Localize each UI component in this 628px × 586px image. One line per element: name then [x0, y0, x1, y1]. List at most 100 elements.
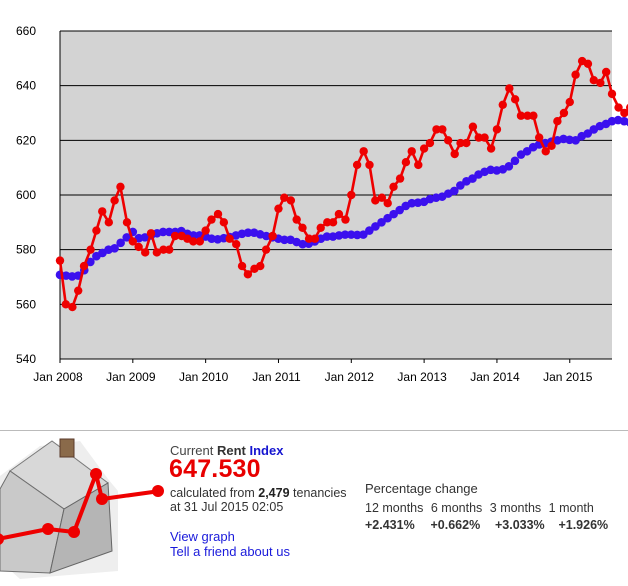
- monthly-series-point: [274, 204, 283, 213]
- monthly-series-point: [134, 242, 143, 252]
- monthly-series-point: [68, 302, 77, 312]
- index-series-point: [280, 235, 289, 245]
- index-series-point: [625, 118, 628, 127]
- monthly-series-point: [261, 245, 271, 254]
- percentage-change-title: Percentage change: [365, 481, 478, 496]
- value-1-month: +1.926%: [558, 518, 609, 532]
- monthly-series-point: [425, 138, 435, 148]
- monthly-series-point: [286, 196, 296, 205]
- monthly-series-point: [292, 215, 301, 224]
- monthly-series-point: [146, 229, 156, 238]
- value-3-months: +3.033%: [494, 518, 545, 532]
- monthly-series-point: [55, 256, 65, 265]
- monthly-series-point: [207, 215, 216, 224]
- y-tick-label: 600: [16, 188, 36, 202]
- monthly-series-point: [419, 144, 429, 153]
- monthly-series-point: [383, 199, 392, 208]
- monthly-series-point: [414, 160, 423, 170]
- monthly-series-point: [92, 226, 101, 235]
- monthly-series-point: [225, 234, 234, 243]
- label-prefix: Current: [170, 443, 214, 458]
- monthly-series-point: [195, 237, 205, 246]
- index-series-point: [619, 116, 628, 126]
- index-series-point: [522, 146, 532, 156]
- monthly-series-point: [614, 103, 623, 112]
- y-tick-label: 580: [16, 243, 36, 257]
- value-12-months: +2.431%: [365, 518, 415, 532]
- monthly-series-point: [316, 223, 325, 232]
- monthly-series-point: [280, 193, 289, 202]
- index-series-point: [359, 230, 368, 239]
- monthly-series-point: [74, 286, 83, 295]
- index-series-point: [504, 162, 514, 171]
- monthly-series-point: [323, 218, 332, 227]
- index-series-point: [158, 227, 168, 237]
- x-tick-label: Jan 2011: [252, 370, 301, 384]
- x-tick-label: Jan 2009: [106, 370, 156, 384]
- monthly-series-point: [401, 158, 411, 167]
- x-tick-label: Jan 2013: [397, 370, 447, 384]
- chart-svg: 540 560 580 600 620 640 660 Jan 2008 Jan 2009 Jan…: [16, 24, 628, 384]
- monthly-series-point: [141, 248, 150, 257]
- monthly-series-point: [559, 108, 569, 118]
- y-tick-label: 620: [16, 133, 36, 147]
- monthly-series-point: [189, 237, 198, 246]
- index-series-point: [110, 244, 119, 253]
- monthly-series-point: [110, 196, 119, 205]
- monthly-series-point: [152, 248, 162, 257]
- monthly-series-point: [516, 111, 526, 120]
- monthly-series-point: [243, 270, 253, 279]
- monthly-series-point: [486, 144, 496, 153]
- percentage-change-headers: 12 months 6 months 3 months 1 month: [365, 501, 598, 515]
- calculated-from-text: calculated from 2,479 tenancies: [170, 486, 347, 500]
- monthly-series-point: [237, 261, 247, 271]
- monthly-series-point: [104, 218, 113, 227]
- monthly-series-point: [620, 108, 628, 118]
- view-graph-link[interactable]: View graph: [170, 529, 235, 544]
- x-tick-label: Jan 2012: [325, 370, 375, 384]
- index-series-point: [352, 230, 362, 240]
- monthly-series-point: [468, 122, 478, 131]
- monthly-series-point: [334, 209, 344, 219]
- y-tick-label: 640: [16, 79, 36, 93]
- x-tick-label: Jan 2014: [470, 370, 520, 384]
- tell-a-friend-link[interactable]: Tell a friend about us: [170, 544, 290, 559]
- monthly-series-point: [480, 133, 489, 142]
- monthly-series-point: [232, 240, 241, 249]
- monthly-series-point: [365, 160, 374, 170]
- monthly-series-point: [159, 245, 168, 254]
- index-series-point: [346, 230, 356, 239]
- index-series-point: [468, 174, 477, 183]
- monthly-series-point: [371, 196, 380, 205]
- label-index: Index: [249, 443, 284, 458]
- index-series-point: [365, 226, 374, 235]
- monthly-series-point: [510, 95, 520, 104]
- monthly-series-point: [268, 231, 277, 241]
- monthly-series-point: [165, 245, 174, 254]
- monthly-series-point: [607, 89, 617, 99]
- monthly-series-point: [201, 226, 210, 235]
- monthly-series-point: [534, 133, 544, 142]
- monthly-series-point: [304, 234, 314, 243]
- monthly-series-point: [443, 136, 453, 145]
- monthly-series-point: [571, 70, 580, 79]
- monthly-series-point: [98, 207, 107, 216]
- monthly-series-point: [407, 147, 416, 156]
- monthly-series-point: [310, 234, 320, 243]
- rent-index-chart: 540 560 580 600 620 640 660 Jan 2008 Jan 2009 Jan…: [16, 24, 628, 384]
- monthly-series-point: [213, 209, 223, 219]
- house-icon: [0, 438, 164, 579]
- monthly-series-point: [359, 147, 368, 156]
- index-series-point: [340, 230, 350, 239]
- monthly-series-point: [395, 174, 405, 183]
- monthly-series-point: [492, 125, 502, 134]
- monthly-series-point: [122, 218, 132, 227]
- index-series-point: [371, 222, 380, 231]
- index-series-point: [86, 257, 95, 267]
- monthly-series-point: [462, 138, 471, 148]
- monthly-series-point: [596, 78, 605, 88]
- monthly-series-point: [432, 125, 441, 134]
- monthly-series-point: [589, 76, 598, 85]
- monthly-series-point: [170, 231, 180, 241]
- header-1-month: 1 month: [548, 501, 594, 515]
